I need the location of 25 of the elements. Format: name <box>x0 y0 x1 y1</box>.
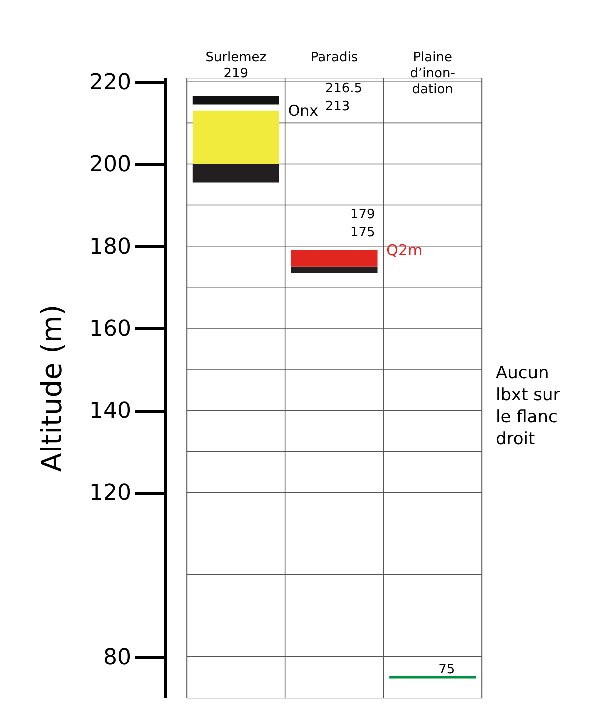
y-axis-title: Altitude (m) <box>36 304 69 472</box>
annotation: 179 <box>350 207 376 222</box>
y-tick-label: 120 <box>90 481 132 506</box>
bar <box>291 266 378 274</box>
x-tick-label: Surlemez 219 <box>206 50 267 82</box>
series-label: Onx <box>288 102 319 120</box>
annotation: 216.5 <box>325 81 363 96</box>
y-tick-label: 220 <box>90 70 132 96</box>
y-tick-label: 140 <box>90 399 132 424</box>
bar <box>192 164 280 183</box>
y-tick-label: 200 <box>90 152 132 178</box>
y-tick-label: 160 <box>90 316 132 342</box>
x-tick-label: Plaine d’inon- dation <box>410 50 456 98</box>
series-label: Q2m <box>386 241 423 260</box>
annotation: 213 <box>325 99 350 114</box>
text: Aucun lbxt sur le flanc droit <box>496 363 560 450</box>
annotation: 175 <box>350 225 376 240</box>
y-tick-label: 80 <box>104 645 132 670</box>
annotation: 75 <box>438 662 456 678</box>
y-tick-label: 180 <box>90 234 132 260</box>
x-tick-label: Paradis <box>310 50 358 66</box>
bar <box>192 110 280 164</box>
bar <box>291 250 378 267</box>
bar <box>390 676 476 679</box>
bar <box>192 96 280 105</box>
